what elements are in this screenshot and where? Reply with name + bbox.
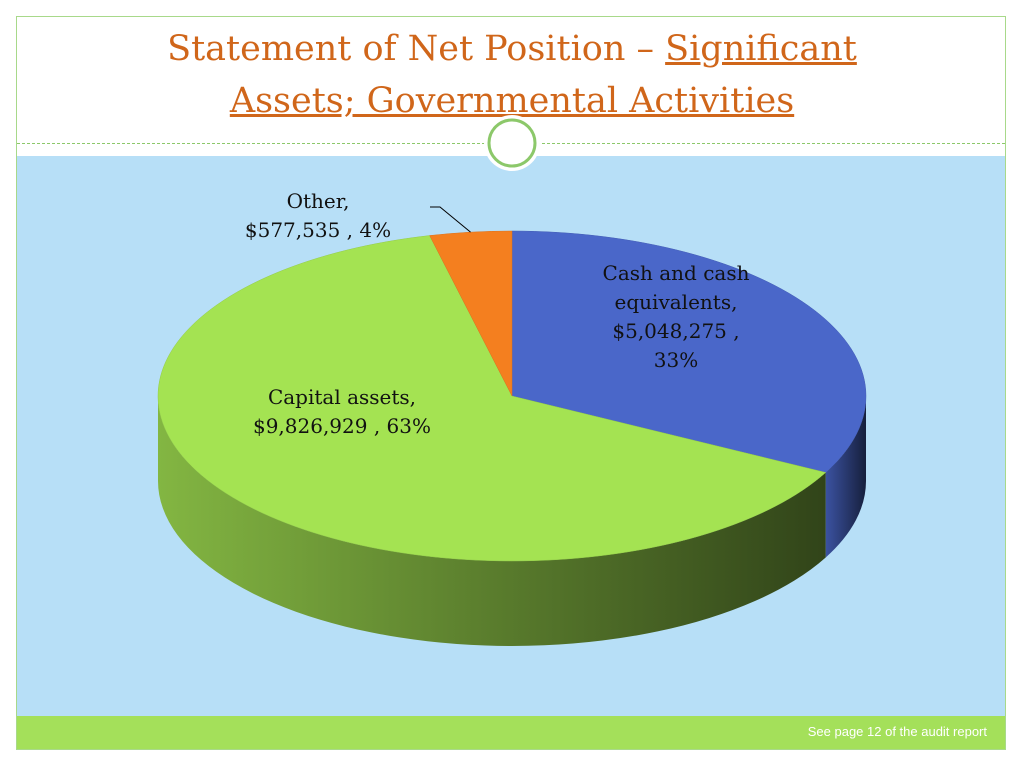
title-link-part2[interactable]: Assets; Governmental Activities xyxy=(229,81,795,121)
slide-frame xyxy=(16,16,1006,750)
pie-layer xyxy=(157,230,867,646)
title-link-part1[interactable]: Significant xyxy=(665,29,857,69)
label-layer: Cash and cash equivalents, $5,048,275 , 33%… xyxy=(245,189,750,438)
pie-slice-side-0 xyxy=(825,396,866,558)
pie-slice-capital-assets[interactable] xyxy=(157,235,827,562)
pie-slice-cash-and-cash-equivalents[interactable] xyxy=(511,230,867,473)
divider-ornament-icon xyxy=(484,115,540,171)
slide-title: Statement of Net Position – Significant A… xyxy=(77,23,947,127)
leader-line-other xyxy=(430,206,471,233)
data-label-other: Other, $577,535 , 4% xyxy=(245,189,391,242)
title-plain: Statement of Net Position – xyxy=(167,29,666,69)
pie-slice-other[interactable] xyxy=(429,230,513,397)
footer-note: See page 12 of the audit report xyxy=(807,724,987,739)
data-label-capital-assets: Capital assets, $9,826,929 , 63% xyxy=(253,385,431,438)
footer-bar: See page 12 of the audit report xyxy=(17,716,1005,749)
pie-slice-side-1 xyxy=(158,396,826,646)
data-label-cash-and-cash-equivalents: Cash and cash equivalents, $5,048,275 , 33% xyxy=(603,261,750,372)
